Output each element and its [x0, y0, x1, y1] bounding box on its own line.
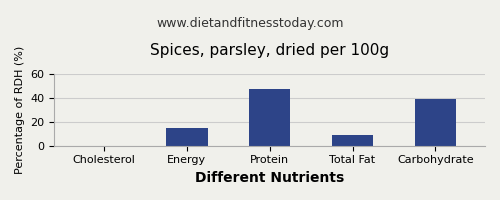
- Bar: [249, 89, 290, 146]
- Y-axis label: Percentage of RDH (%): Percentage of RDH (%): [15, 46, 25, 174]
- Bar: [414, 99, 456, 146]
- Text: www.dietandfitnesstoday.com: www.dietandfitnesstoday.com: [156, 17, 344, 30]
- X-axis label: Different Nutrients: Different Nutrients: [195, 171, 344, 185]
- Title: Spices, parsley, dried per 100g: Spices, parsley, dried per 100g: [150, 43, 390, 58]
- Bar: [166, 128, 207, 146]
- Bar: [332, 135, 373, 146]
